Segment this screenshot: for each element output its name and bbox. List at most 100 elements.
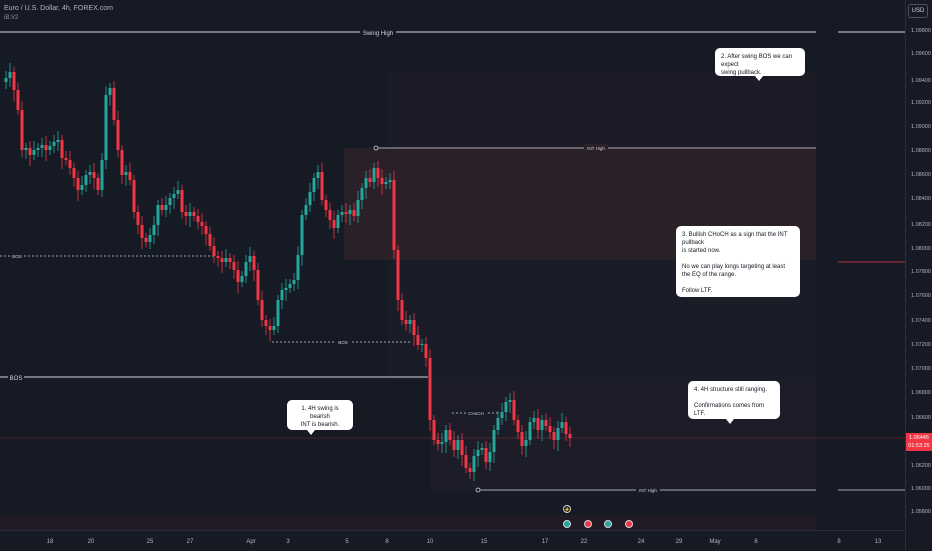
candle-body (364, 178, 368, 188)
time-tick: 17 (541, 539, 549, 545)
int-high-label-top: INT High (587, 146, 605, 151)
price-tick: 1.09800 (911, 28, 931, 34)
callout-1[interactable]: 1. 4H swing is bearish INT is bearish. (287, 400, 353, 435)
candle-body (548, 426, 552, 432)
candle-body (176, 190, 180, 194)
time-tick: 13 (874, 539, 882, 545)
price-tick: 1.08200 (911, 222, 931, 228)
indicator-label[interactable]: iB.V2 (4, 15, 19, 21)
swing-high-label: Swing High (363, 31, 393, 37)
candle-body (540, 420, 544, 430)
candle-body (220, 258, 224, 262)
callout-2[interactable]: 2. After swing BOS we can expect swing p… (715, 48, 805, 81)
candle-body (52, 142, 56, 146)
candle-body (64, 158, 68, 160)
candle-body (92, 172, 96, 178)
candle-body (408, 320, 412, 324)
candle-body (40, 145, 44, 148)
candle-body (400, 300, 404, 320)
candle-body (424, 344, 428, 358)
candle-body (156, 205, 160, 225)
price-tick: 1.09000 (911, 124, 931, 130)
price-tick: 1.06600 (911, 415, 931, 421)
candle-body (308, 192, 312, 205)
symbol-title[interactable]: Euro / U.S. Dollar, 4h, FOREX.com (4, 5, 113, 12)
candle-body (20, 110, 24, 150)
time-tick: 8 (385, 539, 389, 545)
candle-body (520, 432, 524, 446)
candle-body (404, 320, 408, 324)
candle-body (168, 198, 172, 205)
time-tick: Apr (246, 539, 256, 545)
price-scale[interactable] (905, 0, 932, 550)
candle-body (444, 430, 448, 442)
candle-body (356, 200, 360, 216)
int-high-marker-top (373, 145, 379, 151)
calendar-event-icon[interactable] (625, 520, 633, 528)
earnings-event-icon[interactable] (563, 520, 571, 528)
time-tick: 8 (837, 539, 841, 545)
candle-body (32, 150, 36, 155)
time-tick: 24 (637, 539, 645, 545)
price-tick: 1.09600 (911, 51, 931, 57)
price-tick: 1.08800 (911, 148, 931, 154)
candle-body (28, 148, 32, 155)
candle-body (512, 400, 516, 420)
candle-body (304, 205, 308, 215)
candle-body (360, 188, 364, 200)
candle-body (560, 422, 564, 428)
time-tick: 25 (146, 539, 154, 545)
flash-event-icon[interactable]: ⚡ (563, 505, 571, 513)
time-axis[interactable] (0, 530, 905, 551)
time-tick: 10 (426, 539, 434, 545)
candle-body (552, 432, 556, 440)
callout-2-line2: swing pullback. (721, 70, 762, 76)
candle-body (280, 290, 284, 300)
candle-body (536, 418, 540, 430)
callout-4-line2: Confirmations comes from LTF. (694, 403, 765, 417)
time-tick: 6 (754, 539, 758, 545)
candle-body (212, 246, 216, 256)
dividend-event-icon[interactable] (604, 520, 612, 528)
bos-label-mid: BOS (338, 340, 348, 345)
candle-body (284, 288, 288, 290)
candle-body (472, 456, 476, 472)
candle-body (484, 448, 488, 462)
candle-body (208, 234, 212, 246)
candle-body (452, 440, 456, 450)
candle-body (448, 430, 452, 440)
candle-body (124, 172, 128, 175)
currency-button[interactable]: USD (908, 4, 928, 18)
price-tick: 1.06800 (911, 390, 931, 396)
time-tick: 20 (87, 539, 95, 545)
candle-body (296, 255, 300, 280)
candle-body (60, 140, 64, 158)
candle-body (292, 280, 296, 284)
price-tick: 1.08600 (911, 172, 931, 178)
candle-body (104, 95, 108, 160)
candle-body (492, 430, 496, 452)
callout-3[interactable]: 3. Bullish CHoCH as a sign that the INT … (676, 226, 800, 297)
current-price-tag[interactable]: 1.06445 01:53:25 (906, 433, 932, 451)
time-tick: 5 (345, 539, 349, 545)
time-tick: May (709, 539, 721, 545)
bos-label-left: BOS (12, 254, 22, 259)
time-tick: 27 (186, 539, 194, 545)
callout-1-line2: INT is bearish. (300, 422, 340, 428)
time-tick: 15 (480, 539, 488, 545)
callout-4[interactable]: 4. 4H structure still ranging. Confirmat… (688, 381, 780, 424)
candle-body (224, 258, 228, 262)
candle-body (504, 402, 508, 412)
candle-body (264, 320, 268, 326)
candle-body (200, 222, 204, 226)
candle-body (116, 120, 120, 150)
candle-body (376, 168, 380, 178)
news-event-icon[interactable] (584, 520, 592, 528)
candle-body (352, 210, 356, 216)
candle-body (328, 210, 332, 220)
candle-body (252, 256, 256, 270)
candle-body (24, 148, 28, 150)
premium-zone-faint (388, 72, 816, 150)
candle-body (312, 178, 316, 192)
time-tick: 18 (46, 539, 54, 545)
